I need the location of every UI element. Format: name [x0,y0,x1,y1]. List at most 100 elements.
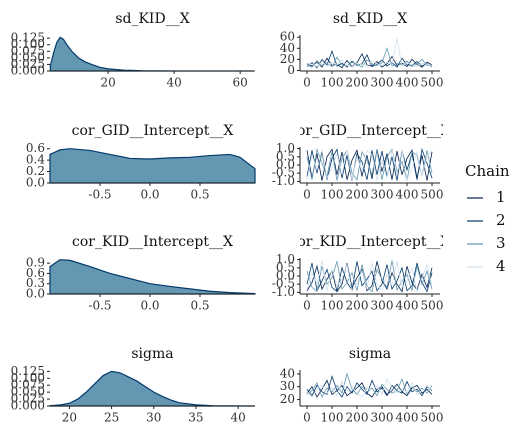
trace-line [306,379,433,398]
density-area [49,370,256,407]
y-tick-label: 0.6 [26,266,45,280]
y-tick-label: 0.125 [11,364,45,378]
x-tick-label: 400 [396,76,419,90]
panel-title: cor_KID__Intercept__X [72,234,233,250]
y-tick-label: 0.4 [26,153,45,167]
trace-line [306,52,433,69]
y-tick-label: 0.5 [276,260,295,274]
x-tick-label: 300 [371,299,394,313]
legend-label: 2 [496,211,506,229]
trace-line [306,38,433,68]
x-tick-label: 500 [421,299,444,313]
y-tick-label: 0.9 [26,256,45,270]
x-tick-label: 40 [230,411,245,425]
trace-line [306,260,433,294]
y-tick-label: 0 [287,63,295,77]
x-tick-label: 0.0 [140,299,159,313]
x-tick-label: 400 [396,411,419,425]
x-tick-label: 100 [321,299,344,313]
legend-label: 4 [496,257,506,275]
panel-title: sd_KID__X [333,11,407,27]
x-tick-label: 300 [371,76,394,90]
x-tick-label: 200 [346,76,369,90]
y-tick-label: 0.075 [11,44,45,58]
x-tick-label: 100 [321,188,344,202]
panel-title: sigma [349,346,391,362]
y-tick-label: 20 [280,52,295,66]
y-tick-label: 40 [280,366,295,380]
x-tick-label: 300 [371,411,394,425]
y-tick-label: 0.000 [11,399,45,413]
y-tick-label: 0.0 [26,176,45,190]
x-tick-label: 500 [421,188,444,202]
panel-title: sd_KID__X [115,11,189,27]
x-tick-label: 500 [421,76,444,90]
x-tick-label: 200 [346,411,369,425]
x-tick-label: 20 [100,76,115,90]
y-tick-label: 0.3 [26,276,45,290]
y-tick-label: 0.2 [26,164,45,178]
x-tick-label: 0.5 [190,188,209,202]
y-tick-label: 0.0 [26,287,45,301]
trace-line [306,149,433,182]
trace-line [306,147,433,181]
y-tick-label: 0.0 [276,269,295,283]
x-tick-label: -0.5 [88,188,111,202]
panel-title: cor_KID__Intercept__X [289,234,450,250]
x-tick-label: 35 [188,411,203,425]
y-tick-label: 30 [280,379,295,393]
x-tick-label: 400 [396,188,419,202]
x-tick-label: 40 [166,76,181,90]
x-tick-label: 0 [303,299,311,313]
y-tick-label: 0.100 [11,371,45,385]
y-tick-label: 1.0 [276,141,295,155]
x-tick-label: 0 [303,76,311,90]
trace-line [306,375,433,398]
panel-title: cor_GID__Intercept__X [72,123,234,139]
panel-title: sigma [131,346,173,362]
x-tick-label: 0 [303,411,311,425]
y-tick-label: 0.050 [11,50,45,64]
density-area [49,36,254,72]
y-tick-label: 0.025 [11,392,45,406]
y-tick-label: 0.125 [11,31,45,45]
y-tick-label: 0.075 [11,378,45,392]
y-tick-label: 0.6 [26,141,45,155]
x-tick-label: 60 [233,76,248,90]
x-tick-label: 100 [321,76,344,90]
y-tick-label: 0.100 [11,37,45,51]
x-tick-label: 300 [371,188,394,202]
x-tick-label: 25 [104,411,119,425]
y-tick-label: 20 [280,392,295,406]
trace-line [306,260,433,293]
y-tick-label: 40 [280,41,295,55]
y-tick-label: 1.0 [276,252,295,266]
x-tick-label: 100 [321,411,344,425]
x-tick-label: -0.5 [88,299,111,313]
y-tick-label: -0.5 [272,166,295,180]
x-tick-label: 0.0 [140,188,159,202]
y-tick-label: -1.0 [272,285,295,299]
x-tick-label: 0 [303,188,311,202]
y-tick-label: 0.050 [11,385,45,399]
trace-line [306,378,433,398]
density-area [49,148,256,184]
density-area [49,259,256,295]
legend-label: 1 [496,188,506,206]
y-tick-label: 0.0 [276,158,295,172]
x-tick-label: 200 [346,299,369,313]
x-tick-label: 500 [421,411,444,425]
panel-title: cor_GID__Intercept__X [289,123,451,139]
trace-line [306,46,433,68]
y-tick-label: -0.5 [272,277,295,291]
x-tick-label: 400 [396,299,419,313]
trace-line [306,372,433,398]
legend-title: Chain [465,162,510,180]
x-tick-label: 0.5 [190,299,209,313]
x-tick-label: 200 [346,188,369,202]
x-tick-label: 20 [62,411,77,425]
y-tick-label: 0.5 [276,149,295,163]
y-tick-label: -1.0 [272,174,295,188]
y-tick-label: 0.025 [11,57,45,71]
